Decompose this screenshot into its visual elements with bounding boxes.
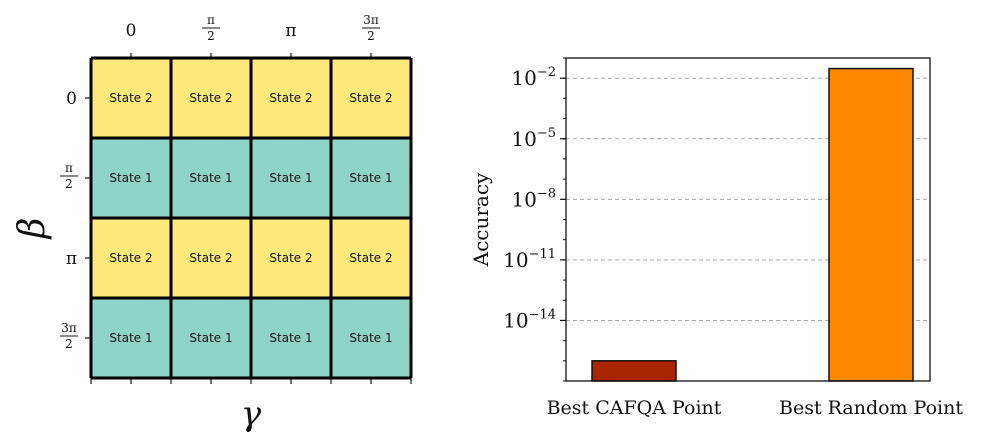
tick-fraction-numerator: π (207, 13, 215, 27)
tick-label-fraction: π2 (202, 13, 220, 43)
cell-label: State 1 (349, 171, 392, 185)
y-axis-label: Accuracy (469, 172, 493, 267)
y-tick-label: 10−2 (511, 65, 556, 90)
heatmap-cell (251, 298, 331, 378)
heatmap-cell (331, 58, 411, 138)
cell-label: State 2 (349, 251, 392, 265)
heatmap-cell (171, 298, 251, 378)
tick-fraction-numerator: π (65, 161, 73, 175)
tick-fraction-denominator: 2 (65, 177, 73, 191)
tick-fraction-numerator: 3π (363, 13, 379, 27)
cell-label: State 2 (349, 91, 392, 105)
y-tick-label: 10−5 (511, 126, 556, 151)
tick-label-fraction: 3π2 (362, 13, 380, 43)
y-axis-label: β (12, 218, 53, 241)
heatmap-cell (331, 298, 411, 378)
cell-label: State 1 (269, 171, 312, 185)
bar (591, 360, 677, 382)
cell-label: State 2 (269, 251, 312, 265)
cell-label: State 2 (269, 91, 312, 105)
x-axis-label: γ (241, 394, 262, 434)
heatmap-cell (331, 218, 411, 298)
x-category-label: Best Random Point (779, 397, 963, 419)
tick-fraction-denominator: 2 (65, 337, 73, 351)
heatmap-cell (91, 218, 171, 298)
cell-label: State 1 (349, 331, 392, 345)
heatmap-cell (251, 138, 331, 218)
cell-label: State 1 (269, 331, 312, 345)
cell-label: State 1 (189, 331, 232, 345)
bar (828, 67, 914, 382)
x-category-label: Best CAFQA Point (547, 397, 722, 419)
tick-label: π (285, 21, 296, 41)
cell-label: State 2 (109, 251, 152, 265)
heatmap-cell (91, 298, 171, 378)
cell-label: State 1 (189, 171, 232, 185)
cell-label: State 1 (109, 171, 152, 185)
y-tick-label: 10−14 (503, 307, 556, 332)
heatmap-cell (171, 138, 251, 218)
heatmap-cell (91, 138, 171, 218)
heatmap-cell (171, 218, 251, 298)
cell-label: State 2 (189, 251, 232, 265)
tick-label-fraction: π2 (60, 161, 78, 191)
y-tick-label: 10−11 (503, 247, 556, 272)
y-tick-label: 10−8 (511, 186, 556, 211)
heatmap-cell (91, 58, 171, 138)
tick-fraction-numerator: 3π (61, 321, 77, 335)
tick-fraction-denominator: 2 (367, 29, 375, 43)
tick-label: 0 (66, 89, 77, 109)
heatmap-cell (251, 58, 331, 138)
tick-fraction-denominator: 2 (207, 29, 215, 43)
cell-label: State 2 (109, 91, 152, 105)
tick-label-fraction: 3π2 (60, 321, 78, 351)
heatmap-cell (251, 218, 331, 298)
heatmap-cell (331, 138, 411, 218)
accuracy-bar-chart: 10−2 10−5 10−8 10−11 10−14 Best CAFQA Point Be… (469, 57, 963, 419)
cell-label: State 1 (109, 331, 152, 345)
tick-label: π (66, 249, 77, 269)
state-heatmap: State 2 State 2 State 2 State 2 State 1 State… (12, 13, 413, 434)
plot-frame (565, 57, 931, 382)
tick-label: 0 (126, 21, 137, 41)
cell-label: State 2 (189, 91, 232, 105)
heatmap-cell (171, 58, 251, 138)
